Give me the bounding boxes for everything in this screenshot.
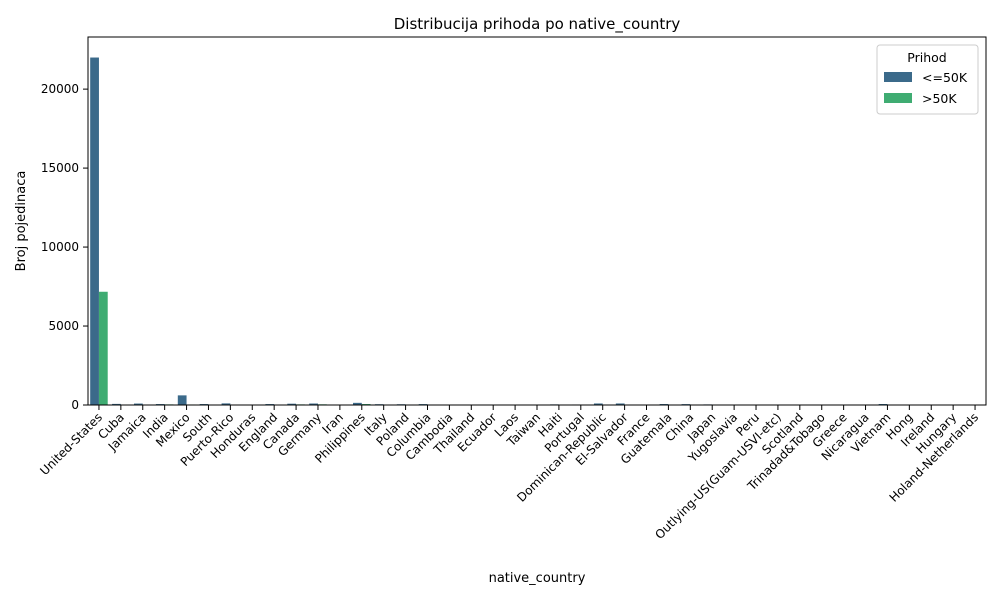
bar-le50k-philippines [353,402,362,405]
bar-le50k-united-states [90,57,99,405]
x-axis: United-StatesCubaJamaicaIndiaMexicoSouth… [37,405,981,542]
legend-label-gt50k: >50K [922,91,957,106]
legend: Prihod <=50K >50K [876,44,979,115]
legend-label-le50k: <=50K [922,70,968,85]
bar-le50k-dominican-republic [593,403,603,405]
legend-title: Prihod [907,50,946,65]
bar-le50k-canada [287,403,297,405]
x-tick-label-united-states: United-States [37,410,105,478]
bar-le50k-germany [309,403,318,405]
y-tick-label: 5000 [48,319,79,333]
plot-frame [87,36,987,406]
y-tick-label: 0 [71,398,79,412]
y-tick-label: 15000 [41,161,79,175]
bar-le50k-jamaica [134,403,143,405]
bar-le50k-cuba [112,403,121,405]
bar-le50k-puerto-rico [221,403,231,405]
x-axis-label: native_country [489,571,586,586]
legend-swatch-le50k [884,72,912,82]
bar-le50k-el-salvador [615,403,625,405]
y-tick-label: 20000 [41,82,79,96]
y-axis-label: Broj pojedinaca [14,171,29,272]
chart-title: Distribucija prihoda po native_country [394,15,681,34]
bar-le50k-mexico [177,395,187,405]
legend-swatch-gt50k [884,93,912,103]
y-tick-label: 10000 [41,240,79,254]
bar-gt50k-united-states [98,291,108,405]
bars-layer [90,57,976,405]
y-axis: 0 5000 10000 15000 20000 [41,82,88,412]
